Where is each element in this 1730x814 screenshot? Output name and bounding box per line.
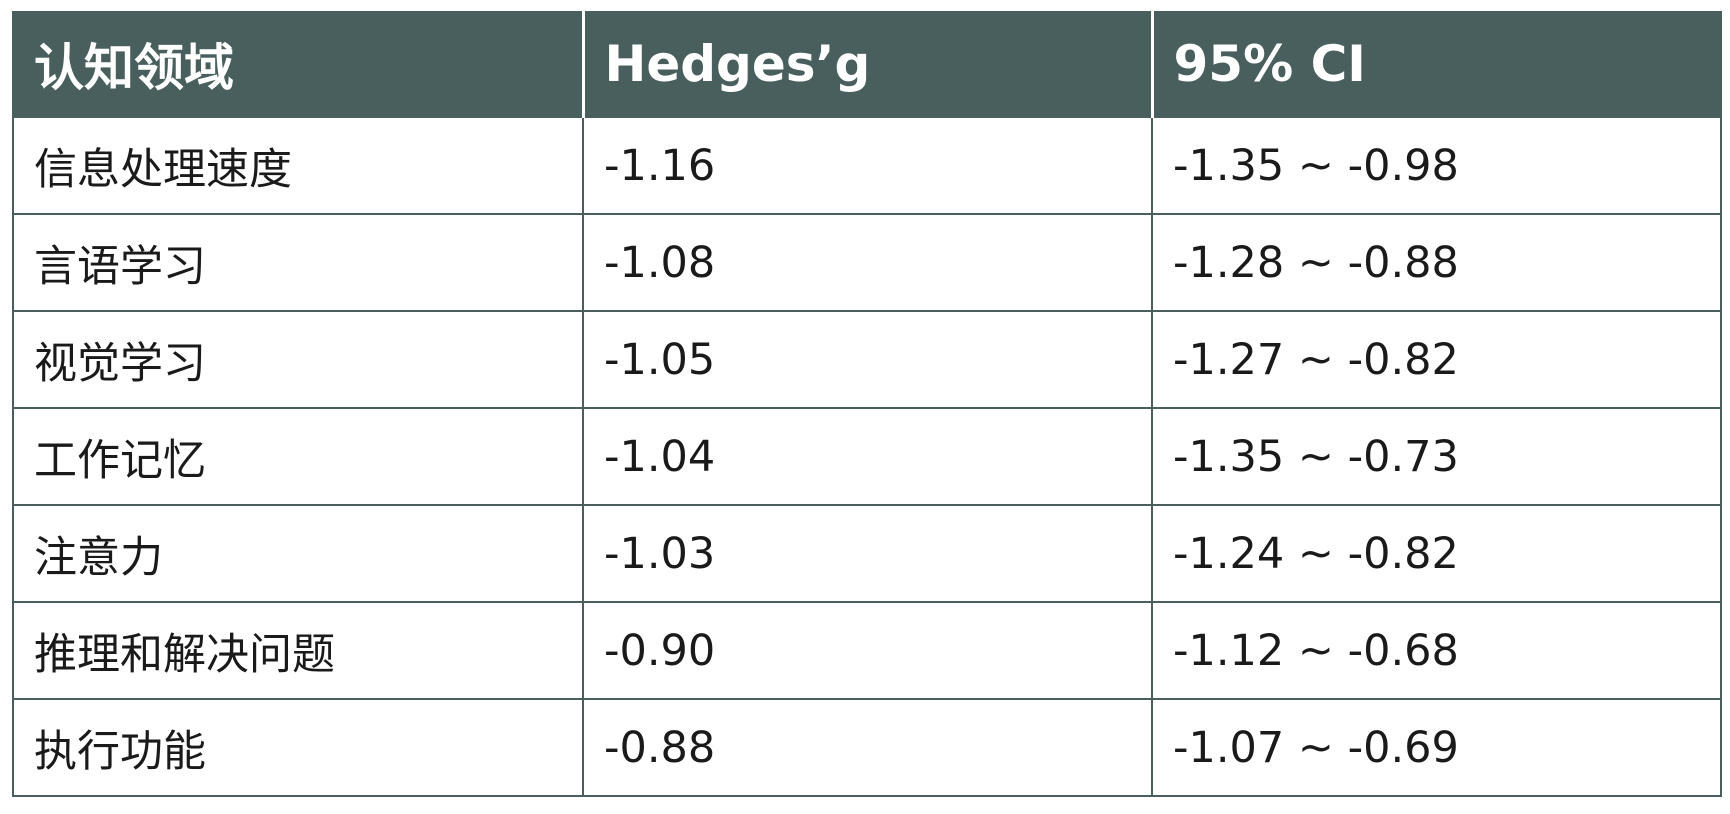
cell-ci: -1.27 ~ -0.82 — [1151, 310, 1722, 409]
cell-domain: 信息处理速度 — [12, 116, 584, 215]
column-header-hedges-g: Hedges’g — [581, 11, 1152, 117]
table-row: 推理和解决问题 -0.90 -1.12 ~ -0.68 — [12, 601, 1722, 700]
cell-ci: -1.12 ~ -0.68 — [1151, 601, 1722, 700]
cell-hedges-g: -1.08 — [582, 213, 1153, 312]
cell-ci: -1.24 ~ -0.82 — [1151, 504, 1722, 603]
cell-hedges-g: -0.90 — [582, 601, 1153, 700]
table-body: 信息处理速度 -1.16 -1.35 ~ -0.98 言语学习 -1.08 -1… — [12, 116, 1722, 797]
table-row: 工作记忆 -1.04 -1.35 ~ -0.73 — [12, 407, 1722, 506]
column-header-domain: 认知领域 — [12, 11, 583, 117]
cell-domain: 视觉学习 — [12, 310, 584, 409]
table-header: 认知领域 Hedges’g 95% CI — [12, 11, 1722, 117]
cell-hedges-g: -1.03 — [582, 504, 1153, 603]
cell-hedges-g: -1.04 — [582, 407, 1153, 506]
table-row: 视觉学习 -1.05 -1.27 ~ -0.82 — [12, 310, 1722, 409]
table-row: 言语学习 -1.08 -1.28 ~ -0.88 — [12, 213, 1722, 312]
cell-domain: 执行功能 — [12, 698, 584, 797]
effect-size-table: 认知领域 Hedges’g 95% CI 信息处理速度 -1.16 -1.35 … — [12, 11, 1722, 797]
cell-domain: 注意力 — [12, 504, 584, 603]
effect-size-table-container: 认知领域 Hedges’g 95% CI 信息处理速度 -1.16 -1.35 … — [12, 11, 1722, 797]
cell-hedges-g: -1.16 — [582, 116, 1153, 215]
cell-domain: 工作记忆 — [12, 407, 584, 506]
cell-hedges-g: -0.88 — [582, 698, 1153, 797]
cell-ci: -1.28 ~ -0.88 — [1151, 213, 1722, 312]
header-row: 认知领域 Hedges’g 95% CI — [12, 11, 1722, 117]
table-row: 注意力 -1.03 -1.24 ~ -0.82 — [12, 504, 1722, 603]
table-row: 信息处理速度 -1.16 -1.35 ~ -0.98 — [12, 116, 1722, 215]
cell-ci: -1.35 ~ -0.98 — [1151, 116, 1722, 215]
cell-ci: -1.35 ~ -0.73 — [1151, 407, 1722, 506]
cell-ci: -1.07 ~ -0.69 — [1151, 698, 1722, 797]
column-header-ci: 95% CI — [1150, 11, 1722, 117]
cell-hedges-g: -1.05 — [582, 310, 1153, 409]
cell-domain: 言语学习 — [12, 213, 584, 312]
table-row: 执行功能 -0.88 -1.07 ~ -0.69 — [12, 698, 1722, 797]
cell-domain: 推理和解决问题 — [12, 601, 584, 700]
